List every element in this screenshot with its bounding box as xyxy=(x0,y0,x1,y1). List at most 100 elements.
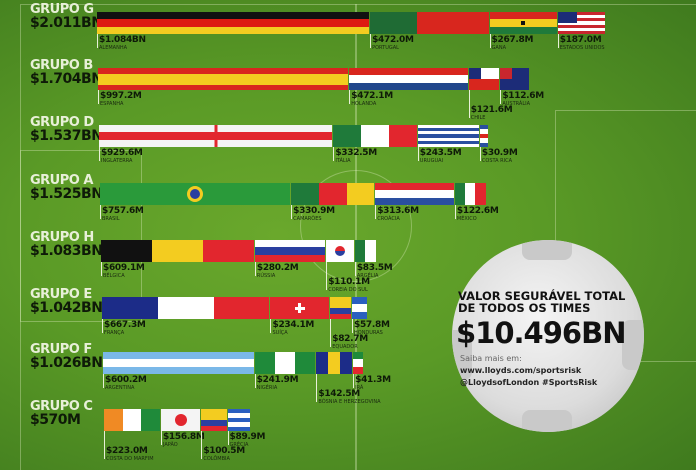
flag-stripe xyxy=(103,366,254,374)
team-value: $472.1M xyxy=(351,91,393,101)
flag-stripe xyxy=(328,352,341,374)
flag-stripe xyxy=(479,129,488,134)
flag-bar-japão xyxy=(160,409,201,431)
flag-stripe xyxy=(254,247,326,255)
penalty-box-left xyxy=(20,150,142,322)
flag-bar-irã xyxy=(353,352,364,374)
value-leader xyxy=(354,262,356,276)
value-leader xyxy=(270,319,272,333)
flag-stripe xyxy=(417,137,479,141)
flag-stripe xyxy=(254,352,275,374)
flag-stripe xyxy=(97,26,370,34)
flag-stripe xyxy=(468,68,500,79)
flag-stripe xyxy=(557,24,605,28)
team-value: $241.9M xyxy=(256,375,299,385)
team-name: COLÔMBIA xyxy=(203,456,230,462)
value-leader xyxy=(417,147,419,161)
flag-stripe xyxy=(291,183,319,205)
flag-stripe xyxy=(201,420,227,426)
group-label: GRUPO E xyxy=(30,287,92,302)
flag-stripe xyxy=(201,409,227,415)
flag-stripe xyxy=(557,30,605,34)
team-name: EQUADOR xyxy=(332,344,358,350)
group-label: GRUPO C xyxy=(30,399,93,414)
flag-stripe xyxy=(465,183,476,205)
summary-social[interactable]: @LloydsofLondon #SportsRisk xyxy=(460,378,598,387)
summary-url[interactable]: www.lloyds.com/sportsrisk xyxy=(460,366,582,375)
flag-bar-alemanha xyxy=(97,12,370,34)
flag-stripe xyxy=(254,254,326,262)
value-leader xyxy=(333,147,335,161)
flag-stripe xyxy=(417,140,479,144)
team-name: ARGENTINA xyxy=(105,385,135,391)
team-name: MÉXICO xyxy=(456,216,477,222)
group-label: GRUPO B xyxy=(30,58,93,73)
value-leader xyxy=(98,90,99,104)
group-label: GRUPO G xyxy=(30,2,94,17)
flag-stripe xyxy=(97,19,370,27)
flag-bar-argélia xyxy=(354,240,376,262)
team-name: JAPÃO xyxy=(162,442,178,448)
flag-stripe xyxy=(318,183,347,205)
flag-stripe xyxy=(295,352,316,374)
team-name: CHILE xyxy=(470,115,486,121)
flag-bar-holanda xyxy=(349,68,468,90)
flag-stripe xyxy=(489,12,557,20)
team-value: $112.6M xyxy=(502,91,544,101)
value-leader xyxy=(102,319,103,333)
team-name: GANA xyxy=(491,45,507,51)
value-leader xyxy=(557,34,559,48)
flag-stripe xyxy=(122,409,142,431)
flag-stripe xyxy=(157,297,214,319)
flag-bar-portugal xyxy=(370,12,489,34)
team-value: $223.0M xyxy=(106,446,148,456)
team-name: FRANÇA xyxy=(104,330,125,336)
flag-stripe xyxy=(370,12,394,34)
flag-stripe xyxy=(103,352,254,360)
team-value: $243.5M xyxy=(419,148,462,158)
team-name: INGLATERRA xyxy=(101,158,133,164)
center-circle xyxy=(300,170,412,282)
value-leader xyxy=(254,262,256,276)
football-graphic xyxy=(452,240,644,432)
flag-stripe xyxy=(441,12,465,34)
team-name: ALEMANHA xyxy=(99,45,128,51)
flag-stripe xyxy=(479,125,488,130)
flag-stripe xyxy=(479,142,488,147)
flag-bar-croácia xyxy=(375,183,454,205)
flag-stripe xyxy=(227,417,251,423)
flag-stripe xyxy=(557,12,605,16)
flag-stripe xyxy=(330,302,351,308)
flag-stripe xyxy=(352,311,367,319)
flag-bar-frança xyxy=(102,297,270,319)
team-name: COREIA DO SUL xyxy=(328,287,368,293)
team-name: URUGUAI xyxy=(419,158,444,164)
team-name: PORTUGAL xyxy=(372,45,399,51)
team-name: HOLANDA xyxy=(351,101,377,107)
value-leader xyxy=(254,374,256,388)
team-value: $100.5M xyxy=(203,446,245,456)
value-leader xyxy=(160,431,162,445)
flag-stripe xyxy=(349,82,468,90)
team-value: $82.7M xyxy=(332,334,368,344)
flag-bar-austrália xyxy=(500,68,529,90)
flag-canton xyxy=(557,12,577,23)
flag-stripe xyxy=(417,134,479,138)
flag-stripe xyxy=(98,73,349,79)
flag-stripe xyxy=(349,68,468,76)
flag-stripe xyxy=(352,304,367,312)
team-name: BÉLGICA xyxy=(103,273,125,279)
value-leader xyxy=(316,374,318,402)
flag-bar-rússia xyxy=(254,240,326,262)
group-label: GRUPO A xyxy=(30,173,93,188)
flag-stripe xyxy=(353,359,364,367)
flag-canton xyxy=(500,68,512,79)
value-leader xyxy=(227,431,229,445)
team-value: $332.5M xyxy=(335,148,377,158)
value-leader xyxy=(353,374,355,388)
team-value: $156.8M xyxy=(162,432,205,442)
value-leader xyxy=(330,319,332,347)
value-leader xyxy=(468,90,470,118)
value-leader xyxy=(326,262,328,290)
team-name: ARGÉLIA xyxy=(356,273,379,279)
